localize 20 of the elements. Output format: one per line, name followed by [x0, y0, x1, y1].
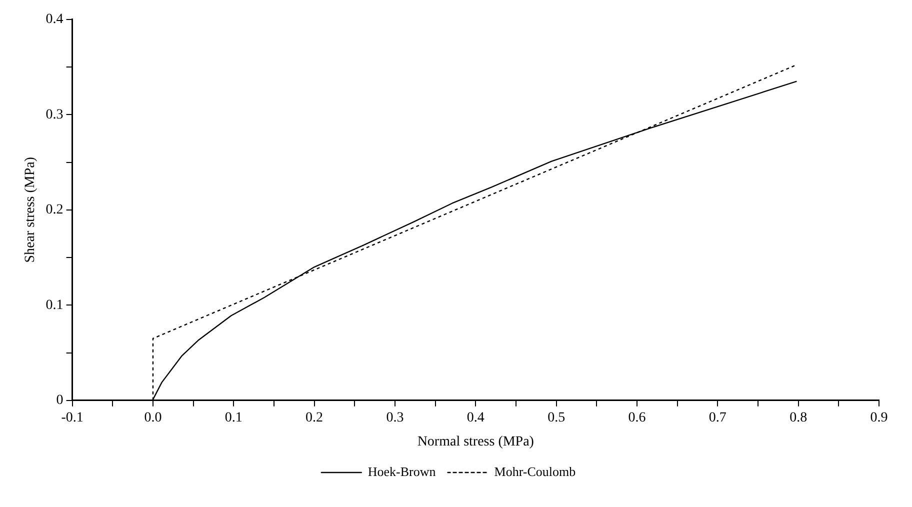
x-tick-label: 0.7	[708, 410, 726, 426]
legend-label: Mohr-Coulomb	[494, 464, 576, 479]
y-tick-label: 0.2	[46, 202, 64, 218]
x-tick-label: 0.9	[870, 410, 888, 426]
y-tick-label: 0.4	[46, 12, 64, 28]
y-tick-label: 0.1	[46, 298, 64, 313]
x-tick-label: 0.3	[386, 410, 404, 426]
y-axis-title: Shear stress (MPa)	[23, 156, 38, 263]
legend-label: Hoek-Brown	[368, 464, 436, 479]
x-axis-title: Normal stress (MPa)	[417, 434, 534, 450]
x-tick-label: 0.8	[790, 410, 808, 426]
x-tick-label: 0.6	[628, 410, 646, 426]
x-tick-label: 0.1	[224, 410, 242, 426]
y-tick-label: 0	[56, 393, 64, 408]
y-tick-label: 0.3	[46, 107, 64, 122]
text: 0.0	[144, 410, 162, 426]
x-tick-label: 0.5	[548, 410, 566, 426]
x-tick-label: 0.2	[306, 410, 324, 426]
x-tick-label: 0.4	[466, 410, 484, 426]
x-tick-label: -0.1	[61, 410, 84, 426]
